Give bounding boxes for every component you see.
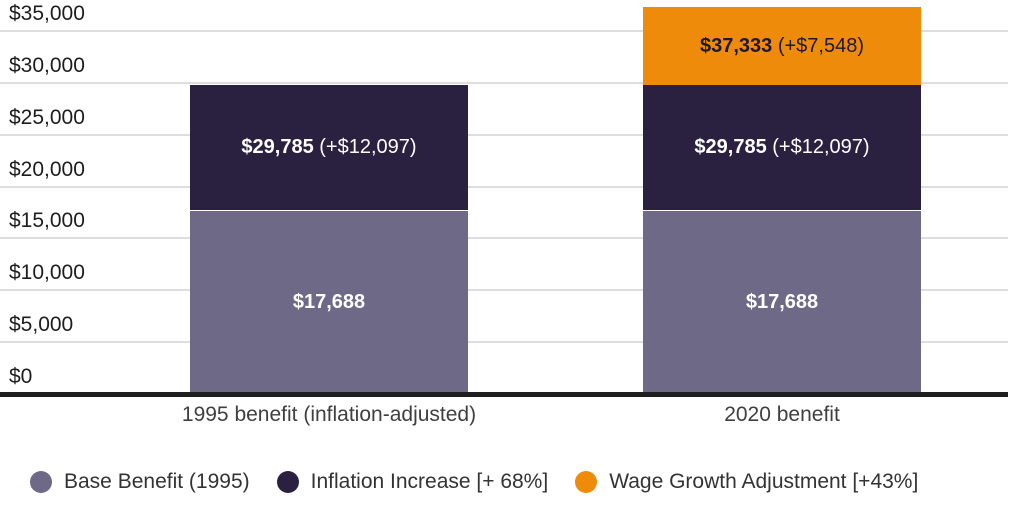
legend: Base Benefit (1995) Inflation Increase [+… [30,470,918,494]
y-tick-label: $0 [9,364,33,388]
bar-segment: $17,688 [643,211,921,394]
legend-color-dot-icon [575,471,598,493]
bar-segment: $37,333 (+$7,548) [643,7,921,85]
y-tick-label: $25,000 [9,105,85,129]
y-tick-label: $5,000 [9,312,74,336]
bar-value-label: $17,688 [745,291,819,313]
gridline [0,82,1008,84]
gridline [0,134,1008,136]
legend-color-dot-icon [276,471,299,493]
gridline [0,341,1008,343]
legend-item: Wage Growth Adjustment [+43%] [575,470,918,494]
bar-value-label: $29,785 (+$12,097) [241,136,417,158]
legend-item: Base Benefit (1995) [30,470,250,494]
legend-item-label: Base Benefit (1995) [64,470,250,493]
x-axis-category-label: 1995 benefit (inflation-adjusted) [181,403,477,426]
legend-color-dot-icon [30,471,52,493]
y-tick-label: $35,000 [9,1,85,25]
y-tick-label: $10,000 [9,260,85,284]
bar-value-label: $37,333 (+$7,548) [699,34,865,57]
gridline [0,237,1008,239]
gridline [0,289,1008,291]
x-axis-line [0,392,1008,397]
bar-value-label: $29,785 (+$12,097) [694,136,870,158]
legend-item-label: Wage Growth Adjustment [+43%] [609,470,919,493]
gridline [0,30,1008,32]
bar-segment: $29,785 (+$12,097) [643,85,921,210]
bar-segment: $17,688 [190,211,468,394]
bar-segment: $29,785 (+$12,097) [190,85,468,210]
y-tick-label: $30,000 [9,53,85,77]
x-axis-category-label: 2020 benefit [724,403,840,426]
legend-item: Inflation Increase [+ 68%] [276,470,549,494]
bar-value-label: $17,688 [292,291,366,313]
legend-item-label: Inflation Increase [+ 68%] [310,470,549,493]
y-tick-label: $15,000 [9,208,85,232]
gridline [0,186,1008,188]
y-tick-label: $20,000 [9,157,85,181]
